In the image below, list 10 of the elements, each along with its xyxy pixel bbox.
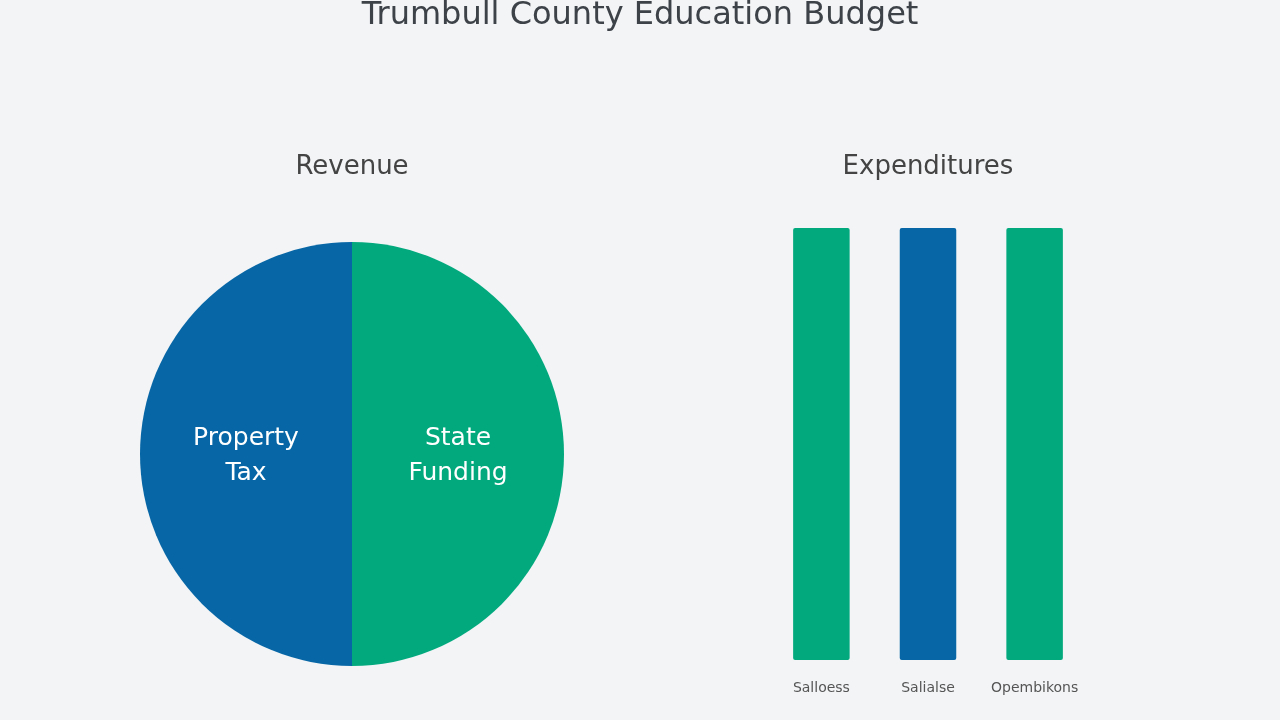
slice-label: Property Tax [193, 422, 300, 486]
x-tick-label: Salloess [792, 678, 850, 695]
chart-title: Expenditures [842, 150, 1014, 180]
chart-title: Revenue [295, 150, 409, 180]
pie-slice [140, 242, 352, 666]
pie-slice [352, 242, 564, 666]
x-tick-label: Opembikons [990, 678, 1079, 695]
slice-label: State Funding [408, 422, 508, 486]
text: Trumbull County Education Budget [360, 0, 919, 32]
x-tick-label: Salialse [901, 678, 955, 695]
